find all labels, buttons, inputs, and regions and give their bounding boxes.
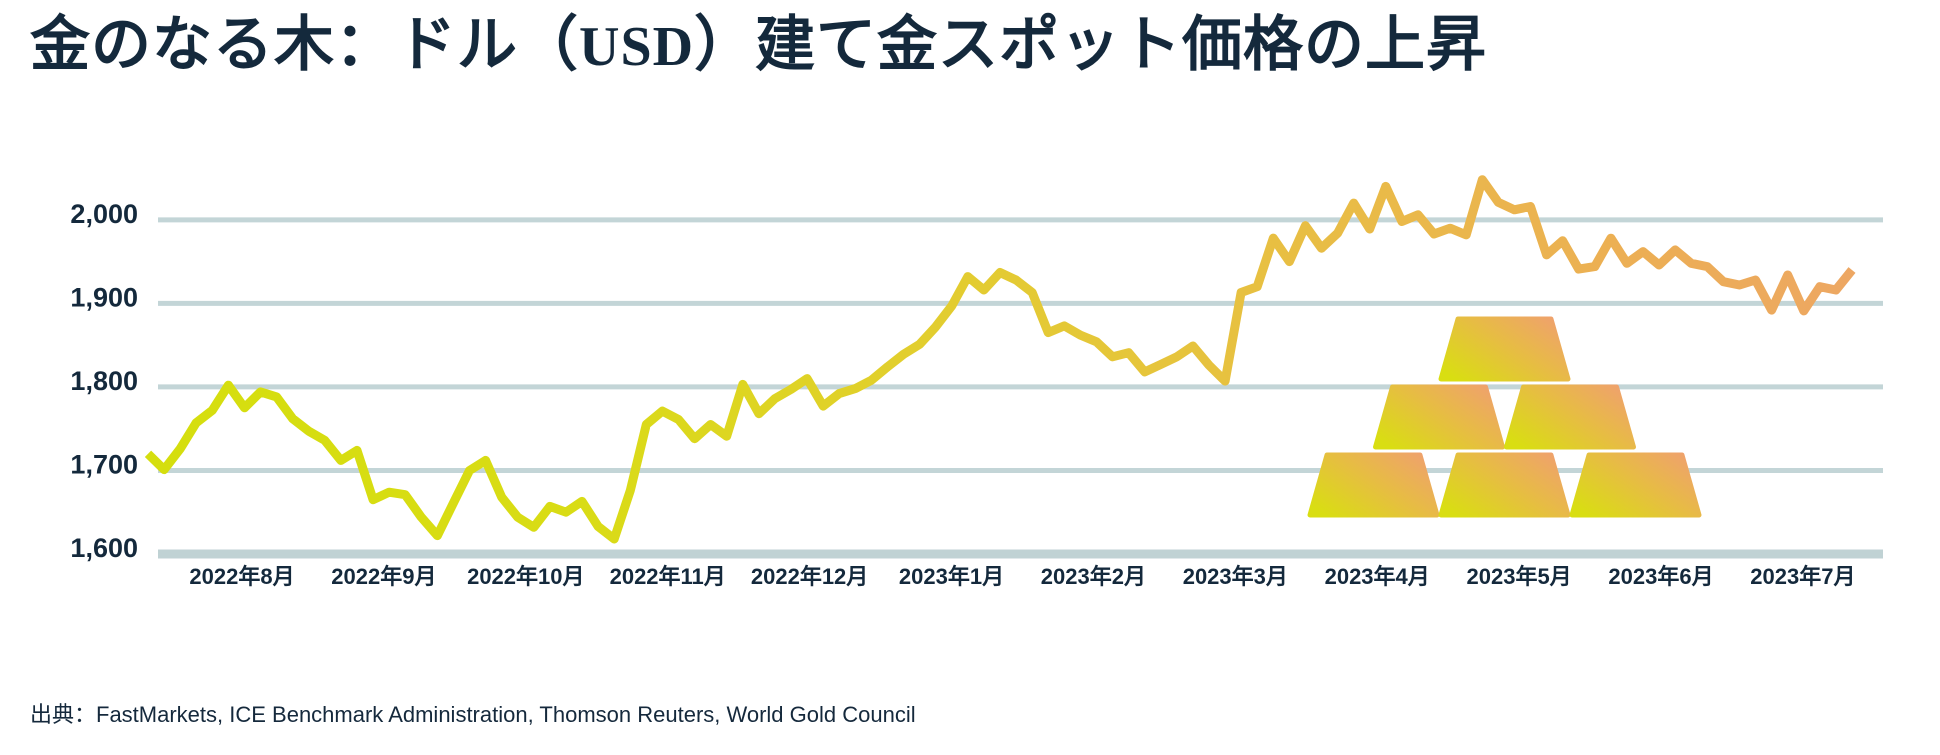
- gold-price-line: [144, 175, 1856, 544]
- y-axis-tick-label: 1,900: [70, 282, 138, 312]
- gold-bar-icon: [1373, 384, 1505, 450]
- x-axis-tick-label: 2023年6月: [1608, 564, 1713, 589]
- x-axis-tick-label: 2022年9月: [331, 564, 436, 589]
- y-axis-tick-label: 1,600: [70, 533, 138, 563]
- x-axis-tick-label: 2023年4月: [1325, 564, 1430, 589]
- gold-bar-pyramid: [1307, 316, 1702, 518]
- page-title-post: ）建て金スポット価格の上昇: [694, 11, 1488, 78]
- x-axis-tick-label: 2022年11月: [610, 564, 726, 589]
- gold-bar-icon: [1438, 316, 1571, 382]
- x-axis-tick-label: 2023年2月: [1041, 564, 1146, 589]
- x-axis-tick-label: 2023年5月: [1467, 564, 1572, 589]
- page-title-currency: USD: [579, 16, 695, 78]
- x-axis-tick-label: 2023年1月: [899, 564, 1004, 589]
- gold-bar-icon: [1569, 452, 1702, 518]
- y-axis-tick-label: 1,800: [70, 366, 138, 396]
- source-note: 出典：FastMarkets, ICE Benchmark Administra…: [30, 702, 916, 727]
- gold-bar-icon: [1504, 384, 1636, 450]
- x-axis-tick-label: 2023年3月: [1183, 564, 1288, 589]
- gold-bar-icon: [1438, 452, 1571, 518]
- y-axis-tick-label: 2,000: [70, 199, 138, 229]
- x-axis-tick-label: 2022年8月: [189, 564, 294, 589]
- x-axis-tick-label: 2022年10月: [467, 564, 584, 589]
- x-axis-tick-label: 2023年7月: [1750, 564, 1855, 589]
- x-axis-tick-label: 2022年12月: [751, 564, 868, 589]
- page-title: 金のなる木：ドル（USD）建て金スポット価格の上昇: [30, 0, 1487, 83]
- y-axis-tick-label: 1,700: [70, 449, 138, 479]
- gold-bar-icon: [1307, 452, 1440, 518]
- page-title-pre: 金のなる木：ドル（: [30, 11, 579, 78]
